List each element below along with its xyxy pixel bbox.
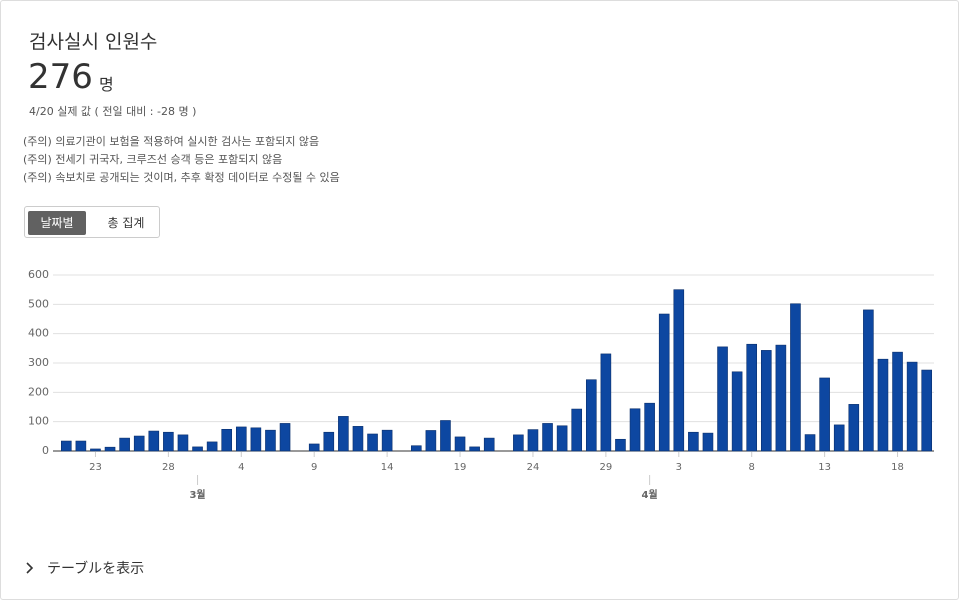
bar xyxy=(265,429,276,452)
y-tick-label: 0 xyxy=(42,444,49,457)
y-tick-label: 100 xyxy=(28,415,49,428)
bar xyxy=(483,437,495,452)
bar xyxy=(235,426,247,452)
bar xyxy=(338,416,349,452)
y-tick-label: 500 xyxy=(28,297,49,310)
unit: 명 xyxy=(99,75,114,94)
bar xyxy=(323,431,335,452)
bar xyxy=(527,429,539,452)
x-tick-label: 9 xyxy=(311,462,317,473)
bar xyxy=(163,431,174,452)
bar xyxy=(629,408,641,452)
bar xyxy=(760,350,772,452)
bar xyxy=(133,435,145,452)
x-tick-label: 13 xyxy=(818,462,831,473)
bar xyxy=(702,432,714,452)
bar xyxy=(571,408,583,452)
x-tick-label: 4 xyxy=(238,462,244,473)
bar xyxy=(673,289,685,452)
bar xyxy=(877,358,889,452)
bar xyxy=(921,369,933,452)
table-link[interactable]: テーブルを表示 xyxy=(47,561,145,577)
bar xyxy=(731,371,743,452)
x-tick-label: 28 xyxy=(162,462,175,473)
month-label: 3월 xyxy=(189,489,205,501)
bar xyxy=(250,427,262,452)
bar xyxy=(206,441,218,452)
x-tick-label: 19 xyxy=(454,462,467,473)
bar xyxy=(454,436,466,452)
bar xyxy=(585,379,597,452)
tab-active[interactable]: 날짜별 xyxy=(28,211,86,235)
bar xyxy=(688,431,699,452)
x-tick-label: 3 xyxy=(676,462,682,473)
tab[interactable]: 총 집계 xyxy=(107,216,145,230)
y-tick-label: 400 xyxy=(28,327,49,340)
x-tick-label: 8 xyxy=(749,462,755,473)
bar xyxy=(658,313,670,452)
bar xyxy=(892,351,903,452)
bar xyxy=(75,440,87,452)
x-tick-label: 14 xyxy=(381,462,394,473)
bar xyxy=(308,443,320,452)
bar xyxy=(833,424,845,452)
y-tick-label: 300 xyxy=(28,356,49,369)
chevron xyxy=(26,562,34,574)
title: 검사실시 인원수 xyxy=(29,31,158,53)
bar xyxy=(906,361,918,452)
bar xyxy=(410,445,422,452)
bar xyxy=(542,423,553,452)
bar xyxy=(804,434,816,452)
bar xyxy=(60,440,72,452)
bar xyxy=(119,437,130,452)
bar xyxy=(746,343,758,452)
bar xyxy=(381,429,393,452)
bar xyxy=(556,425,568,452)
bar xyxy=(177,434,189,452)
bar xyxy=(819,377,830,452)
bar xyxy=(513,434,524,452)
bar xyxy=(104,446,116,452)
bar xyxy=(192,446,203,452)
y-tick-label: 200 xyxy=(28,385,49,398)
bar xyxy=(440,420,451,452)
bar xyxy=(717,346,728,452)
x-tick-label: 23 xyxy=(89,462,102,473)
y-tick-label: 600 xyxy=(28,268,49,281)
big-value: 276 xyxy=(28,57,93,97)
note: (주의) 전세기 귀국자, 크루즈선 승객 등은 포함되지 않음 xyxy=(23,153,283,166)
note: (주의) 의료기관이 보험을 적용하여 실시한 검사는 포함되지 않음 xyxy=(23,135,320,148)
bar xyxy=(279,423,291,452)
bar xyxy=(90,448,101,452)
chart: 0 100 200 300 400 500 600 23 28 3월 4 9 14 19 24 29 4월 3 8 1… xyxy=(28,268,934,501)
bar xyxy=(425,430,437,452)
note: (주의) 속보치로 공개되는 것이며, 추후 확정 데이터로 수정될 수 있음 xyxy=(23,171,340,184)
bar xyxy=(615,438,626,452)
tab-group: 날짜별 총 집계 xyxy=(24,206,160,238)
x-tick-label: 18 xyxy=(891,462,904,473)
bar xyxy=(848,404,860,452)
bar xyxy=(352,426,364,452)
bar xyxy=(148,430,160,452)
bar xyxy=(221,428,233,452)
bar xyxy=(600,353,612,452)
bar xyxy=(469,446,480,452)
x-tick-label: 24 xyxy=(527,462,540,473)
bar xyxy=(644,402,655,452)
subtitle: 4/20 실제 값 ( 전일 대비 : -28 명 ) xyxy=(29,105,197,118)
bar xyxy=(775,344,787,452)
bar xyxy=(863,309,874,452)
bar xyxy=(367,433,378,452)
x-tick-label: 29 xyxy=(600,462,613,473)
bar xyxy=(790,303,801,452)
month-label: 4월 xyxy=(642,489,658,501)
